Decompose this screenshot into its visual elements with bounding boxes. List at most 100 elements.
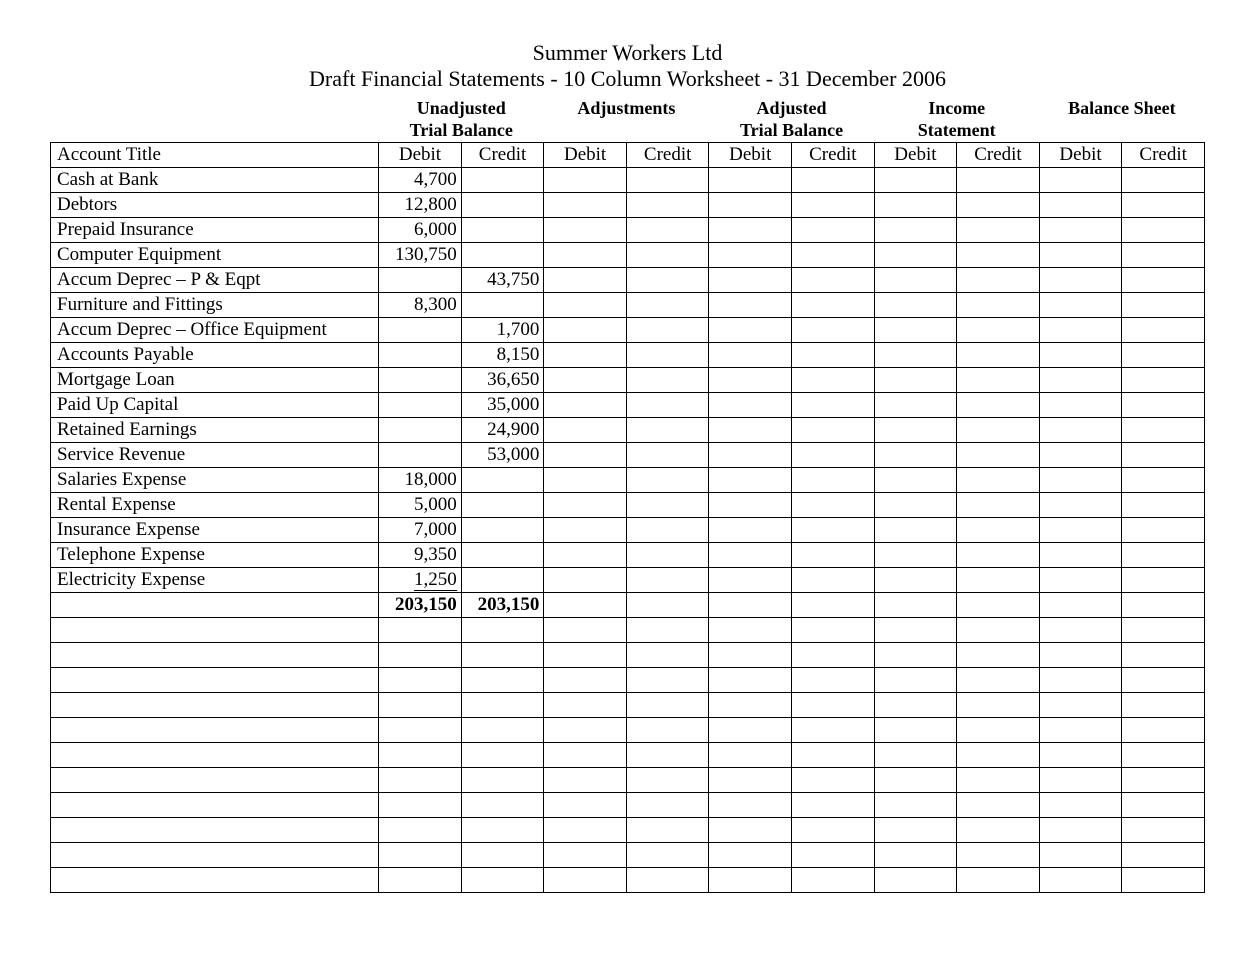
empty-cell <box>1122 418 1205 443</box>
empty-cell <box>709 643 792 668</box>
empty-cell <box>379 618 462 643</box>
empty-cell <box>1039 768 1122 793</box>
empty-cell <box>957 268 1040 293</box>
empty-cell <box>792 293 875 318</box>
section-balance-sheet: Balance Sheet <box>1039 96 1204 119</box>
empty-cell <box>461 693 544 718</box>
unadjusted-credit-cell: 53,000 <box>461 443 544 468</box>
blank-row <box>51 693 1205 718</box>
unadjusted-credit-cell <box>461 493 544 518</box>
empty-cell <box>874 318 957 343</box>
empty-cell <box>544 243 627 268</box>
empty-cell <box>379 693 462 718</box>
empty-cell <box>957 768 1040 793</box>
empty-cell <box>1122 843 1205 868</box>
empty-cell <box>874 493 957 518</box>
empty-cell <box>792 218 875 243</box>
empty-cell <box>626 393 709 418</box>
empty-cell <box>626 418 709 443</box>
empty-cell <box>379 843 462 868</box>
empty-cell <box>1122 693 1205 718</box>
empty-cell <box>957 718 1040 743</box>
empty-cell <box>874 568 957 593</box>
col-credit: Credit <box>957 143 1040 168</box>
empty-cell <box>1039 543 1122 568</box>
account-title-cell: Salaries Expense <box>51 468 379 493</box>
empty-cell <box>957 243 1040 268</box>
account-title-cell: Accounts Payable <box>51 343 379 368</box>
empty-cell <box>544 393 627 418</box>
blank-row <box>51 818 1205 843</box>
empty-cell <box>709 768 792 793</box>
empty-cell <box>1039 393 1122 418</box>
empty-cell <box>544 818 627 843</box>
empty-cell <box>626 693 709 718</box>
empty-cell <box>544 768 627 793</box>
empty-cell <box>1122 768 1205 793</box>
empty-cell <box>792 568 875 593</box>
unadjusted-credit-cell <box>461 293 544 318</box>
empty-cell <box>792 743 875 768</box>
empty-cell <box>626 443 709 468</box>
empty-cell <box>792 868 875 893</box>
table-row: Salaries Expense18,000 <box>51 468 1205 493</box>
empty-cell <box>874 518 957 543</box>
totals-debit-cell: 203,150 <box>379 593 462 618</box>
section-unadjusted: Unadjusted <box>379 96 544 119</box>
empty-cell <box>792 318 875 343</box>
empty-cell <box>1122 743 1205 768</box>
empty-cell <box>792 618 875 643</box>
empty-cell <box>874 868 957 893</box>
empty-cell <box>792 243 875 268</box>
empty-cell <box>544 793 627 818</box>
empty-cell <box>1039 443 1122 468</box>
unadjusted-debit-cell: 9,350 <box>379 543 462 568</box>
table-row: Computer Equipment130,750 <box>51 243 1205 268</box>
empty-cell <box>461 718 544 743</box>
empty-cell <box>626 543 709 568</box>
account-title-cell: Insurance Expense <box>51 518 379 543</box>
empty-cell <box>957 293 1040 318</box>
unadjusted-credit-cell: 43,750 <box>461 268 544 293</box>
unadjusted-debit-cell <box>379 443 462 468</box>
empty-cell <box>874 268 957 293</box>
empty-cell <box>626 743 709 768</box>
empty-cell <box>1039 268 1122 293</box>
unadjusted-credit-cell <box>461 568 544 593</box>
empty-cell <box>626 518 709 543</box>
empty-cell <box>874 643 957 668</box>
empty-cell <box>709 393 792 418</box>
empty-cell <box>544 368 627 393</box>
empty-cell <box>51 743 379 768</box>
table-row: Cash at Bank4,700 <box>51 168 1205 193</box>
empty-cell <box>626 268 709 293</box>
empty-cell <box>626 493 709 518</box>
empty-cell <box>874 443 957 468</box>
empty-cell <box>1039 293 1122 318</box>
empty-cell <box>874 468 957 493</box>
section-adjusted-2: Trial Balance <box>709 119 874 143</box>
empty-cell <box>874 218 957 243</box>
empty-cell <box>957 193 1040 218</box>
empty-cell <box>1039 818 1122 843</box>
empty-cell <box>1122 568 1205 593</box>
empty-cell <box>874 743 957 768</box>
blank-row <box>51 718 1205 743</box>
col-credit: Credit <box>792 143 875 168</box>
empty-cell <box>874 768 957 793</box>
empty-cell <box>792 168 875 193</box>
empty-cell <box>874 818 957 843</box>
empty-cell <box>709 818 792 843</box>
empty-cell <box>544 493 627 518</box>
empty-cell <box>1039 693 1122 718</box>
table-row: Accum Deprec – P & Eqpt43,750 <box>51 268 1205 293</box>
unadjusted-debit-cell: 6,000 <box>379 218 462 243</box>
unadjusted-credit-cell <box>461 468 544 493</box>
col-debit: Debit <box>874 143 957 168</box>
empty-cell <box>874 668 957 693</box>
empty-cell <box>957 668 1040 693</box>
empty-cell <box>379 668 462 693</box>
empty-cell <box>544 843 627 868</box>
subheader-row: Account Title Debit Credit Debit Credit … <box>51 143 1205 168</box>
account-title-cell: Paid Up Capital <box>51 393 379 418</box>
